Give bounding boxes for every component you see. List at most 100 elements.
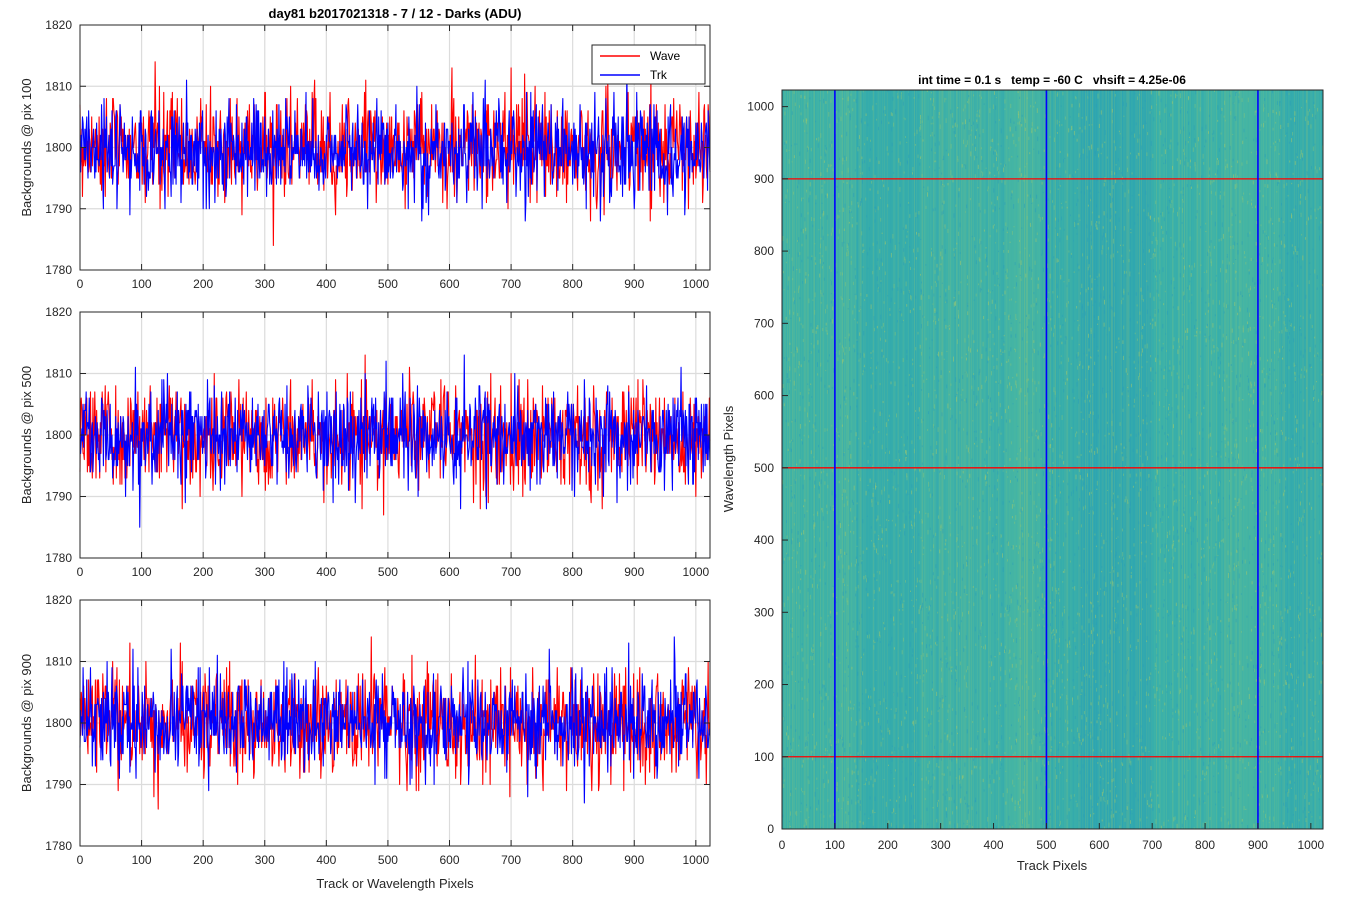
image-pixel	[1039, 408, 1041, 413]
image-pixel	[1009, 737, 1011, 740]
image-pixel	[957, 309, 959, 315]
image-pixel	[830, 676, 832, 678]
image-pixel	[1296, 771, 1298, 775]
image-pixel	[1048, 756, 1050, 761]
image-pixel	[940, 758, 942, 761]
image-pixel	[1034, 208, 1036, 213]
image-column	[1190, 90, 1191, 829]
image-column	[1118, 90, 1119, 829]
image-pixel	[1047, 402, 1049, 407]
image-pixel	[885, 422, 887, 428]
image-pixel	[915, 257, 917, 260]
image-pixel	[857, 630, 859, 636]
image-pixel	[819, 259, 821, 264]
image-pixel	[1140, 782, 1142, 785]
image-pixel	[914, 144, 916, 146]
image-pixel	[950, 591, 952, 593]
image-pixel	[934, 106, 936, 110]
image-pixel	[803, 356, 805, 361]
image-pixel	[1030, 194, 1031, 198]
image-pixel	[1244, 710, 1246, 713]
image-pixel	[856, 222, 858, 225]
image-pixel	[965, 802, 966, 805]
image-pixel	[1274, 149, 1276, 152]
image-pixel	[1117, 600, 1119, 603]
image-pixel	[1012, 753, 1014, 756]
image-band	[1041, 90, 1079, 829]
image-pixel	[1215, 556, 1217, 558]
image-pixel	[1120, 172, 1122, 175]
image-pixel	[923, 316, 925, 318]
image-pixel	[1001, 829, 1002, 834]
image-pixel	[1275, 584, 1277, 587]
image-column	[1004, 90, 1005, 829]
image-pixel	[1228, 261, 1230, 265]
image-pixel	[1242, 342, 1244, 347]
image-pixel	[1010, 347, 1012, 352]
image-pixel	[830, 734, 832, 737]
image-pixel	[1030, 304, 1032, 308]
image-pixel	[1090, 721, 1092, 724]
image-pixel	[1118, 341, 1120, 343]
image-pixel	[1160, 98, 1162, 103]
image-pixel	[1285, 665, 1287, 667]
image-pixel	[1002, 294, 1004, 296]
image-pixel	[1301, 153, 1303, 158]
image-pixel	[1204, 333, 1206, 337]
image-pixel	[823, 160, 825, 163]
image-pixel	[1247, 420, 1249, 425]
image-pixel	[1086, 717, 1088, 722]
image-column	[875, 90, 876, 829]
image-pixel	[1029, 559, 1031, 561]
image-column	[940, 90, 941, 829]
image-pixel	[1234, 173, 1236, 178]
image-pixel	[981, 439, 983, 443]
image-pixel	[1047, 658, 1049, 664]
image-pixel	[1089, 506, 1091, 511]
image-pixel	[799, 434, 801, 437]
image-column	[797, 90, 798, 829]
image-pixel	[1125, 496, 1127, 501]
image-pixel	[1109, 790, 1111, 793]
image-pixel	[1113, 650, 1115, 654]
image-pixel	[1170, 280, 1172, 285]
image-pixel	[817, 584, 818, 589]
image-pixel	[858, 146, 860, 149]
image-pixel	[1017, 583, 1019, 587]
image-pixel	[980, 241, 982, 245]
image-pixel	[1075, 474, 1077, 480]
image-pixel	[792, 538, 794, 541]
image-pixel	[1136, 449, 1138, 454]
image-pixel	[1017, 155, 1019, 158]
image-pixel	[1095, 104, 1097, 108]
image-pixel	[1185, 627, 1187, 630]
image-pixel	[1215, 279, 1217, 282]
image-pixel	[1188, 265, 1190, 268]
image-pixel	[848, 565, 850, 570]
image-pixel	[1286, 90, 1288, 96]
image-pixel	[1217, 105, 1219, 110]
image-pixel	[801, 697, 803, 700]
image-pixel	[964, 796, 966, 800]
image-pixel	[860, 561, 862, 565]
image-pixel	[916, 232, 917, 235]
image-pixel	[1272, 127, 1274, 131]
image-pixel	[888, 643, 890, 647]
image-pixel	[1238, 498, 1240, 503]
image-pixel	[1088, 414, 1090, 418]
image-pixel	[1123, 288, 1125, 294]
image-pixel	[1195, 395, 1197, 399]
image-pixel	[1314, 609, 1316, 613]
x-tick-label: 400	[316, 565, 336, 579]
image-pixel	[814, 310, 816, 315]
image-pixel	[843, 684, 845, 687]
image-pixel	[1169, 113, 1171, 117]
image-pixel	[843, 452, 845, 454]
image-pixel	[896, 671, 898, 676]
image-pixel	[1095, 622, 1097, 625]
image-pixel	[1247, 663, 1249, 668]
image-pixel	[1035, 387, 1037, 392]
image-pixel	[1076, 727, 1078, 733]
image-pixel	[1173, 556, 1175, 560]
image-column	[1205, 90, 1206, 829]
